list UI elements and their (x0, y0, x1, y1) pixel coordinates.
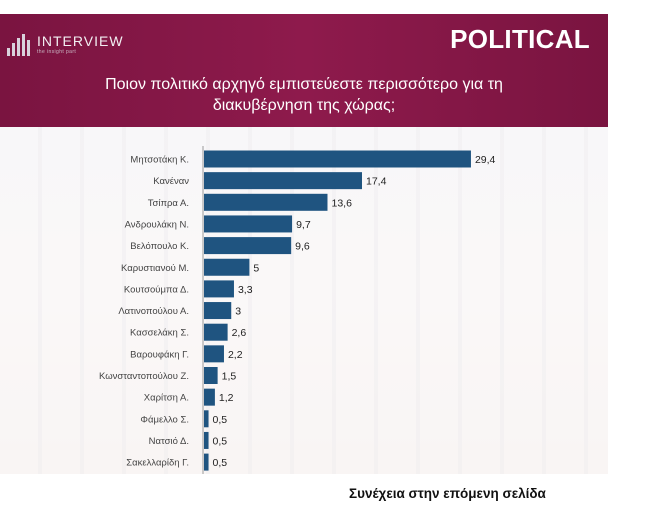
section-title: POLITICAL (450, 24, 590, 54)
value-label: 1,2 (219, 392, 234, 404)
category-label: Καρυστιανού Μ. (121, 263, 189, 274)
value-label: 9,6 (295, 241, 310, 253)
question-title: Ποιον πολιτικό αρχηγό εμπιστεύεστε περισ… (0, 74, 608, 116)
brand-tagline: the insight part (37, 49, 77, 55)
value-label: 3 (235, 306, 241, 318)
bar (204, 453, 209, 471)
category-label: Νατσιό Δ. (149, 436, 189, 447)
value-label: 29,4 (475, 154, 496, 166)
value-label: 1,5 (222, 371, 237, 383)
bars-logo-icon (7, 34, 30, 56)
bar (204, 345, 224, 363)
bar (204, 280, 234, 298)
value-label: 2,2 (228, 349, 243, 361)
category-label: Βελόπουλο Κ. (130, 241, 189, 252)
bar (204, 431, 209, 449)
bar (204, 388, 215, 406)
bar (204, 150, 471, 168)
value-label: 0,5 (213, 435, 228, 447)
brand-logo: INTERVIEW the insight part (7, 30, 124, 60)
category-label: Λατινοπούλου Α. (118, 306, 189, 317)
bar (204, 410, 209, 428)
bar (204, 367, 218, 384)
header-banner: INTERVIEW the insight part POLITICAL Ποι… (0, 14, 608, 127)
bar (204, 172, 362, 190)
value-label: 17,4 (366, 176, 387, 188)
bar (204, 237, 292, 255)
question-line-1: Ποιον πολιτικό αρχηγό εμπιστεύεστε περισ… (105, 76, 503, 93)
bar (204, 323, 228, 341)
category-label: Κασσελάκη Σ. (130, 328, 189, 339)
category-label: Χαρίτση Α. (144, 393, 189, 404)
bar (204, 302, 232, 320)
category-label: Κουτσούμπα Δ. (124, 284, 189, 295)
category-label: Βαρουφάκη Γ. (130, 349, 189, 360)
value-label: 9,7 (296, 219, 311, 231)
value-label: 0,5 (213, 457, 228, 469)
question-line-2: διακυβέρνηση της χώρας; (212, 97, 396, 114)
value-label: 0,5 (213, 414, 228, 426)
value-label: 13,6 (331, 197, 352, 209)
category-label: Κωνσταντοπούλου Ζ. (99, 371, 189, 382)
category-label: Ανδρουλάκη Ν. (125, 219, 189, 230)
bar (204, 258, 250, 276)
poll-card: INTERVIEW the insight part POLITICAL Ποι… (0, 14, 608, 474)
category-label: Κανέναν (153, 176, 189, 187)
value-label: 2,6 (232, 327, 247, 339)
category-label: Φάμελλο Σ. (140, 414, 189, 425)
category-label: Σακελλαρίδη Γ. (126, 458, 189, 469)
value-label: 5 (253, 262, 259, 274)
bar (204, 193, 328, 211)
category-label: Μητσοτάκη Κ. (130, 155, 189, 166)
category-label: Τσίπρα Α. (148, 198, 189, 209)
bar (204, 215, 293, 233)
value-label: 3,3 (238, 284, 253, 296)
bar-chart: Μητσοτάκη Κ. 29,4 Κανέναν 17,4 Τσίπρα Α. 13,6… (99, 146, 496, 474)
continuation-note: Συνέχεια στην επόμενη σελίδα (349, 486, 546, 501)
brand-name: INTERVIEW (37, 33, 124, 49)
